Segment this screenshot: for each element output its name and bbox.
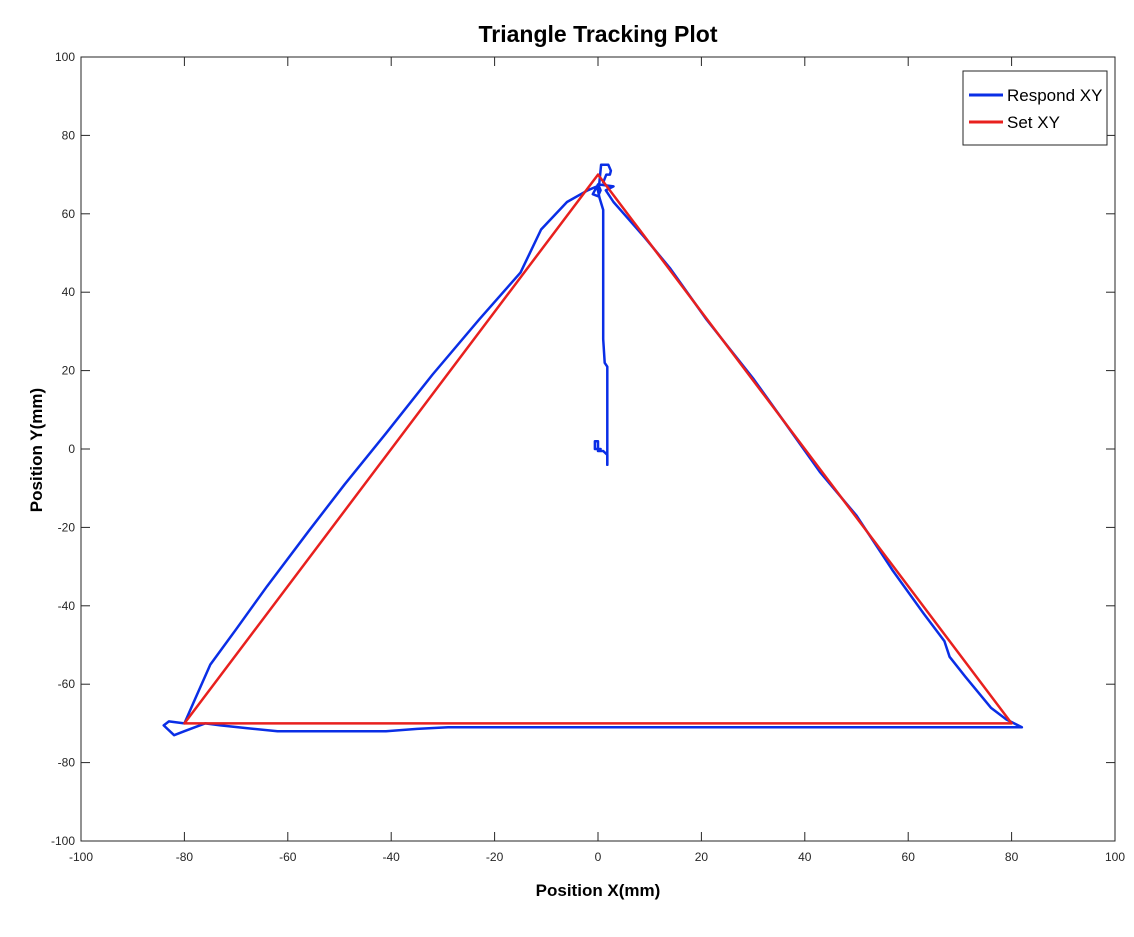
- series-line-set-xy: [183, 173, 1013, 725]
- x-tick-label: 40: [798, 850, 812, 864]
- legend-box: [962, 70, 1108, 146]
- x-tick-label: 60: [902, 850, 916, 864]
- axes: -100 -80 -60 -40 -20 0 20 40 60 80 100 -100 -80 -60 -4…: [51, 50, 1125, 864]
- legend-label: Set XY: [1007, 113, 1060, 132]
- x-tick-label: -20: [486, 850, 504, 864]
- y-tick-label: -20: [58, 520, 76, 534]
- x-tick-label: 20: [695, 850, 709, 864]
- y-tick-label: 0: [68, 442, 75, 456]
- y-tick-label: -100: [51, 834, 75, 848]
- y-tick-label: -60: [58, 677, 76, 691]
- x-tick-label: 0: [595, 850, 602, 864]
- y-tick-label: 100: [55, 50, 75, 64]
- y-tick-label: -80: [58, 756, 76, 770]
- x-tick-label: -60: [279, 850, 297, 864]
- x-tick-label: 100: [1105, 850, 1125, 864]
- y-tick-label: 40: [62, 285, 76, 299]
- y-axis-label: Position Y(mm): [27, 388, 46, 512]
- x-tick-label: -40: [383, 850, 401, 864]
- plot-area: [162, 163, 1024, 737]
- series-line-respond-xy-segment: [593, 439, 609, 466]
- x-tick-label: 80: [1005, 850, 1019, 864]
- y-tick-label: 20: [62, 364, 76, 378]
- legend-label: Respond XY: [1007, 86, 1102, 105]
- x-tick-label: -80: [176, 850, 194, 864]
- chart-title: Triangle Tracking Plot: [478, 21, 717, 47]
- y-tick-label: -40: [58, 599, 76, 613]
- legend: Respond XY Set XY: [962, 70, 1108, 146]
- y-tick-label: 60: [62, 207, 76, 221]
- x-axis-label: Position X(mm): [536, 881, 661, 900]
- y-tick-label: 80: [62, 128, 76, 142]
- x-tick-label: -100: [69, 850, 93, 864]
